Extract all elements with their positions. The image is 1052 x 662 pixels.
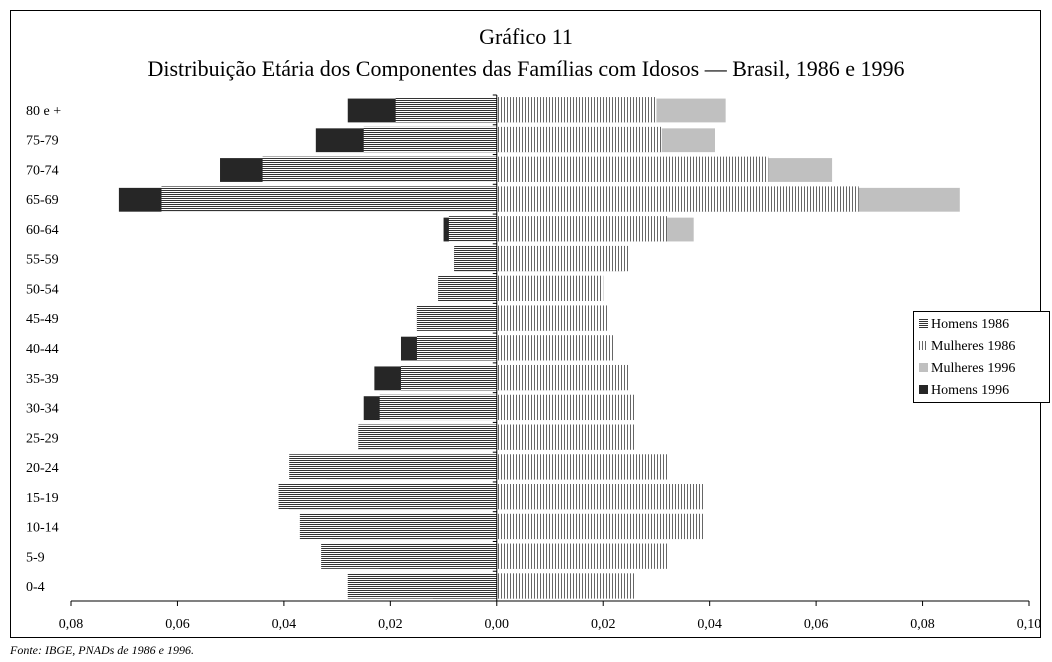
bar-homens-1986-65-69 <box>161 186 497 212</box>
y-tick-label: 60-64 <box>26 223 59 238</box>
source-note: Fonte: IBGE, PNADs de 1986 e 1996. <box>10 643 194 657</box>
bar-homens-1986-10-14 <box>299 513 497 540</box>
bar-homens-1986-50-54 <box>438 275 497 301</box>
bar-homens-1986-45-49 <box>416 305 497 331</box>
legend-label: Homens 1996 <box>931 383 1010 398</box>
bar-mulheres-1986-80-e <box>496 97 657 123</box>
bar-mulheres-1986-70-74 <box>496 156 769 182</box>
y-tick-label: 20-24 <box>26 461 59 476</box>
bar-mulheres-1986-20-24 <box>496 454 668 480</box>
y-tick-label: 45-49 <box>26 312 59 327</box>
bar-homens-1986-20-24 <box>289 454 497 480</box>
bar-mulheres-1986-30-34 <box>496 394 636 421</box>
bar-mulheres-1986-35-39 <box>496 364 630 391</box>
y-tick-label: 25-29 <box>26 431 59 446</box>
y-tick-label: 75-79 <box>26 134 59 149</box>
bar-mulheres-1986-75-79 <box>496 126 662 153</box>
legend-swatch-mulheres-1986 <box>919 341 928 351</box>
bar-mulheres-1986-40-44 <box>496 335 614 361</box>
y-tick-label: 15-19 <box>26 491 59 506</box>
x-tick-label: 0,06 <box>804 617 829 632</box>
y-tick-label: 40-44 <box>26 342 59 357</box>
legend-label: Homens 1986 <box>931 317 1010 332</box>
y-tick-label: 5-9 <box>26 550 45 565</box>
legend-item-homens-1996: Homens 1996 <box>919 382 1009 400</box>
y-tick-label: 65-69 <box>26 193 59 208</box>
bar-homens-1986-70-74 <box>262 156 497 182</box>
legend-swatch-homens-1996 <box>919 385 928 395</box>
bar-mulheres-1986-45-49 <box>496 305 609 331</box>
y-tick-label: 70-74 <box>26 163 59 178</box>
chart-subtitle: Distribuição Etária dos Componentes das … <box>147 56 905 81</box>
bar-mulheres-1986-55-59 <box>496 245 630 272</box>
legend-label: Mulheres 1996 <box>931 361 1016 376</box>
y-tick-label: 80 e + <box>26 104 61 119</box>
bar-homens-1986-55-59 <box>454 245 497 272</box>
x-tick-label: 0,06 <box>165 617 190 632</box>
x-tick-label: 0,10 <box>1017 617 1042 632</box>
bar-mulheres-1986-60-64 <box>496 216 668 242</box>
bar-mulheres-1986-15-19 <box>496 484 705 510</box>
bar-homens-1986-25-29 <box>358 424 497 450</box>
x-tick-label: 0,04 <box>272 617 297 632</box>
bar-mulheres-1986-25-29 <box>496 424 636 450</box>
legend-item-mulheres-1986: Mulheres 1986 <box>919 338 1015 356</box>
bar-homens-1986-5-9 <box>321 543 497 569</box>
bar-mulheres-1986-5-9 <box>496 543 668 569</box>
bar-homens-1986-60-64 <box>448 216 497 242</box>
x-tick-label: 0,02 <box>378 617 403 632</box>
x-tick-label: 0,08 <box>910 617 935 632</box>
legend-swatch-homens-1986 <box>919 319 928 329</box>
legend-swatch-mulheres-1996 <box>919 363 928 373</box>
legend-label: Mulheres 1986 <box>931 339 1016 354</box>
bar-homens-1986-0-4 <box>347 573 497 599</box>
bar-homens-1986-40-44 <box>416 335 497 361</box>
y-tick-label: 50-54 <box>26 283 59 298</box>
bar-homens-1986-35-39 <box>400 364 497 391</box>
bar-mulheres-1986-50-54 <box>496 275 604 301</box>
y-tick-label: 55-59 <box>26 253 59 268</box>
chart-legend: Homens 1986 Mulheres 1986 Mulheres 1996 … <box>913 311 1050 403</box>
x-tick-label: 0,00 <box>485 617 510 632</box>
y-tick-label: 10-14 <box>26 521 59 536</box>
legend-item-mulheres-1996: Mulheres 1996 <box>919 360 1015 378</box>
bar-homens-1986-15-19 <box>278 484 497 510</box>
y-tick-label: 30-34 <box>26 402 59 417</box>
x-tick-label: 0,04 <box>697 617 722 632</box>
bar-homens-1986-75-79 <box>363 126 497 153</box>
legend-item-homens-1986: Homens 1986 <box>919 316 1009 334</box>
bar-mulheres-1986-65-69 <box>496 186 859 212</box>
bar-mulheres-1986-10-14 <box>496 513 705 540</box>
x-tick-label: 0,08 <box>59 617 84 632</box>
y-tick-label: 0-4 <box>26 580 45 595</box>
y-tick-label: 35-39 <box>26 372 59 387</box>
bar-homens-1986-30-34 <box>379 394 497 421</box>
chart-title: Gráfico 11 <box>479 24 573 49</box>
x-tick-label: 0,02 <box>591 617 616 632</box>
bar-mulheres-1986-0-4 <box>496 573 636 599</box>
bar-homens-1986-80-e <box>395 97 497 123</box>
